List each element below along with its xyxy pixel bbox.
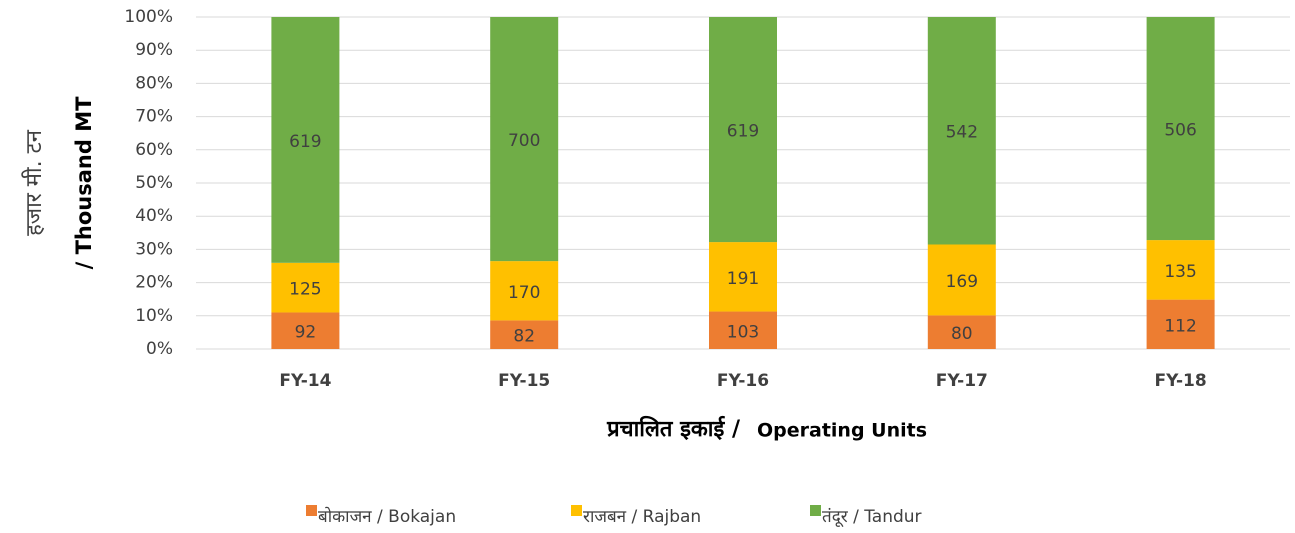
- bar-segment: [490, 320, 559, 349]
- legend-swatch: [810, 505, 821, 516]
- x-axis-label: प्रचालित इकाई /: [606, 415, 741, 442]
- y-tick-label: 60%: [135, 140, 173, 160]
- data-label: 103: [727, 322, 759, 342]
- x-tick-label: FY-18: [1155, 371, 1207, 391]
- x-tick-label: FY-17: [936, 371, 988, 391]
- y-tick-label: 10%: [135, 306, 173, 326]
- y-axis-label: / Thousand MT: [72, 96, 96, 269]
- data-label: 506: [1164, 121, 1196, 141]
- legend-swatch: [571, 505, 582, 516]
- y-tick-label: 20%: [135, 273, 173, 293]
- bar-segment: [490, 261, 559, 321]
- data-label: 125: [289, 280, 321, 300]
- data-label: 191: [727, 269, 759, 289]
- y-tick-label: 80%: [135, 73, 173, 93]
- legend-label: बोकाजन / Bokajan: [318, 506, 456, 527]
- data-label: 619: [727, 122, 759, 142]
- data-label: 170: [508, 283, 540, 303]
- bar-segment: [927, 315, 996, 349]
- y-tick-label: 40%: [135, 206, 173, 226]
- bar-segment: [709, 311, 777, 349]
- y-tick-label: 0%: [146, 339, 173, 359]
- bar-segment: [709, 242, 777, 312]
- data-label: 135: [1164, 262, 1196, 282]
- bar-segment: [927, 17, 996, 245]
- y-axis-label: हजार मी. टन: [21, 129, 47, 236]
- x-tick-label: FY-14: [279, 371, 331, 391]
- y-tick-label: 50%: [135, 173, 173, 193]
- bar-segment: [271, 312, 340, 349]
- data-label: 619: [289, 132, 321, 152]
- bar-segment: [271, 17, 340, 263]
- y-tick-label: 100%: [124, 7, 173, 27]
- y-tick-label: 70%: [135, 107, 173, 127]
- data-label: 112: [1164, 316, 1196, 336]
- bar-segment: [1146, 240, 1215, 300]
- data-label: 92: [295, 323, 317, 343]
- x-tick-label: FY-16: [717, 371, 769, 391]
- x-axis-label: Operating Units: [757, 420, 927, 442]
- bar-segment: [1146, 299, 1215, 349]
- bar-segment: [1146, 17, 1215, 241]
- data-label: 700: [508, 131, 540, 151]
- y-tick-label: 90%: [135, 40, 173, 60]
- legend-label: तंदूर / Tandur: [822, 507, 922, 527]
- legend-swatch: [306, 505, 317, 516]
- bar-segment: [271, 262, 340, 313]
- legend-label: राजबन / Rajban: [583, 507, 701, 527]
- data-label: 82: [513, 327, 535, 347]
- bar-segment: [490, 17, 559, 262]
- data-label: 169: [946, 272, 978, 292]
- x-tick-label: FY-15: [498, 371, 550, 391]
- data-label: 542: [946, 123, 978, 143]
- y-tick-label: 30%: [135, 239, 173, 259]
- bar-segment: [709, 17, 777, 243]
- data-label: 80: [951, 324, 973, 344]
- bar-segment: [927, 244, 996, 316]
